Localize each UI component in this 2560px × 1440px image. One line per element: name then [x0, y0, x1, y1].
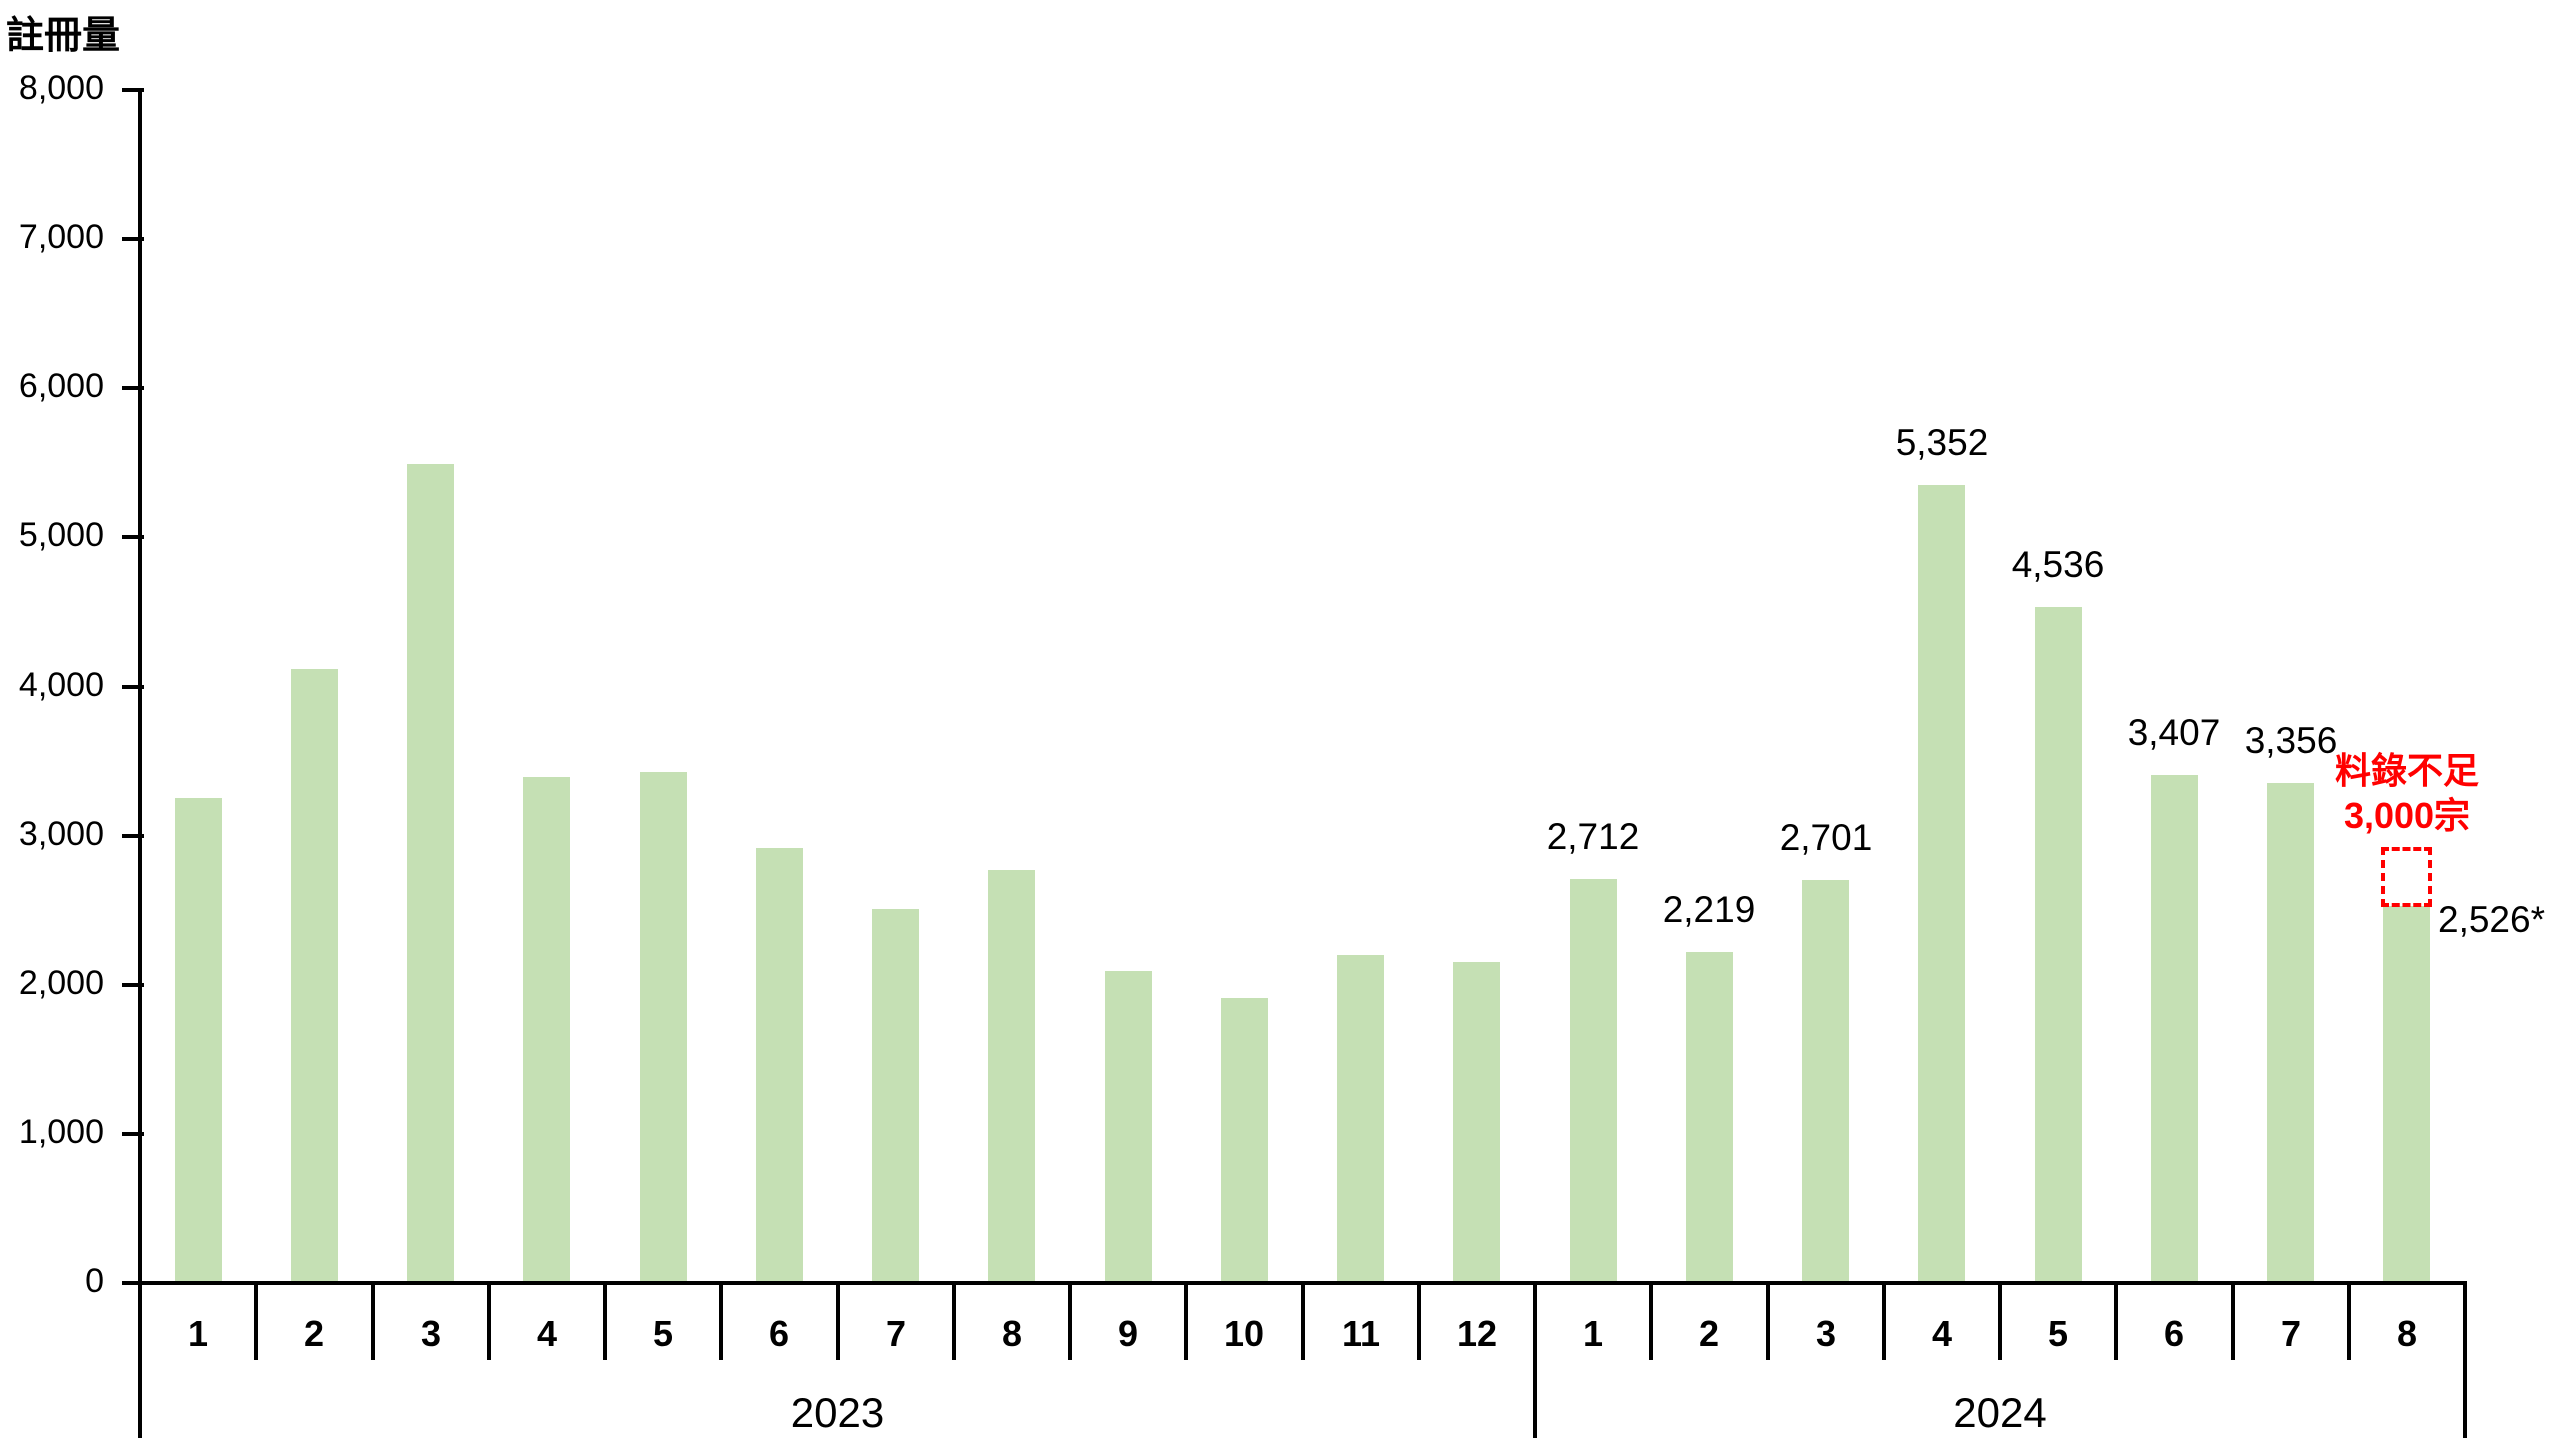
month-tick — [2347, 1283, 2351, 1360]
bar-2023-3 — [407, 464, 454, 1283]
bar-2023-7 — [872, 909, 919, 1283]
bar-2024-8 — [2383, 906, 2430, 1283]
y-tick-label: 1,000 — [18, 1113, 104, 1151]
month-tick — [1301, 1283, 1305, 1360]
month-label: 1 — [1582, 1313, 1604, 1354]
bar-2023-12 — [1453, 962, 1500, 1283]
y-tick — [122, 237, 144, 241]
month-tick — [1649, 1283, 1653, 1360]
month-label: 1 — [187, 1313, 209, 1354]
year-label: 2023 — [790, 1389, 885, 1436]
month-label: 7 — [885, 1313, 907, 1354]
year-divider — [138, 1283, 142, 1438]
month-tick — [1068, 1283, 1072, 1360]
bar-2023-1 — [175, 798, 222, 1283]
bar-2023-5 — [640, 772, 687, 1283]
month-label: 4 — [1931, 1313, 1953, 1354]
month-tick — [254, 1283, 258, 1360]
data-label: 4,536 — [2011, 544, 2105, 585]
month-label: 5 — [2047, 1313, 2069, 1354]
y-tick-label: 3,000 — [18, 815, 104, 853]
month-tick — [1766, 1283, 1770, 1360]
y-tick-label: 8,000 — [18, 69, 104, 107]
data-label: 5,352 — [1895, 422, 1989, 463]
bar-2023-6 — [756, 848, 803, 1283]
month-tick — [1184, 1283, 1188, 1360]
month-tick — [1417, 1283, 1421, 1360]
year-label: 2024 — [1953, 1389, 2047, 1436]
month-tick — [952, 1283, 956, 1360]
month-tick — [719, 1283, 723, 1360]
y-tick-label: 0 — [85, 1262, 104, 1300]
month-label: 8 — [1001, 1313, 1023, 1354]
month-tick — [371, 1283, 375, 1360]
month-tick — [1882, 1283, 1886, 1360]
month-label: 11 — [1341, 1313, 1381, 1354]
month-label: 8 — [2396, 1313, 2418, 1354]
forecast-note-line2: 3,000宗 — [2343, 795, 2471, 836]
forecast-note-line1: 料錄不足 — [2334, 750, 2479, 791]
data-label: 3,407 — [2127, 712, 2221, 753]
bar-2023-9 — [1105, 971, 1152, 1283]
year-divider — [2463, 1283, 2467, 1438]
y-tick — [122, 535, 144, 539]
month-label: 4 — [536, 1313, 558, 1354]
month-label: 3 — [1815, 1313, 1837, 1354]
bar-2023-11 — [1337, 955, 1384, 1283]
bar-2023-4 — [523, 777, 570, 1283]
y-tick-label: 6,000 — [18, 367, 104, 405]
y-tick-label: 7,000 — [18, 218, 104, 256]
data-label: 2,712 — [1546, 816, 1640, 857]
bar-2024-4 — [1918, 485, 1965, 1283]
bar-2024-3 — [1802, 880, 1849, 1283]
y-tick — [122, 983, 144, 987]
y-tick — [122, 685, 144, 689]
y-tick — [122, 834, 144, 838]
bar-2024-7 — [2267, 783, 2314, 1283]
bar-2024-2 — [1686, 952, 1733, 1283]
y-tick-label: 5,000 — [18, 516, 104, 554]
y-tick — [122, 88, 144, 92]
month-label: 7 — [2280, 1313, 2302, 1354]
bar-2024-1 — [1570, 879, 1617, 1283]
month-tick — [2231, 1283, 2235, 1360]
month-label: 6 — [2163, 1313, 2185, 1354]
month-label: 12 — [1456, 1313, 1498, 1354]
y-tick-label: 2,000 — [18, 964, 104, 1002]
month-label: 2 — [303, 1313, 325, 1354]
data-label: 2,701 — [1779, 817, 1873, 858]
forecast-dashed-box — [2381, 847, 2432, 907]
month-label: 10 — [1223, 1313, 1265, 1354]
bar-2023-2 — [291, 669, 338, 1283]
month-tick — [603, 1283, 607, 1360]
month-label: 5 — [652, 1313, 674, 1354]
month-label: 6 — [768, 1313, 790, 1354]
month-tick — [2114, 1283, 2118, 1360]
bar-2024-6 — [2151, 775, 2198, 1283]
month-label: 9 — [1117, 1313, 1139, 1354]
data-label: 2,526* — [2438, 899, 2545, 940]
y-tick-label: 4,000 — [18, 666, 104, 704]
month-tick — [487, 1283, 491, 1360]
data-label: 3,356 — [2244, 720, 2338, 761]
y-tick — [122, 386, 144, 390]
month-label: 2 — [1698, 1313, 1720, 1354]
y-tick — [122, 1132, 144, 1136]
y-axis — [138, 90, 142, 1438]
data-label: 2,219 — [1662, 889, 1756, 930]
y-tick — [122, 1281, 144, 1285]
month-tick — [836, 1283, 840, 1360]
bar-2023-10 — [1221, 998, 1268, 1283]
year-divider — [1533, 1283, 1537, 1438]
month-tick — [1998, 1283, 2002, 1360]
month-label: 3 — [420, 1313, 442, 1354]
bar-2023-8 — [988, 870, 1035, 1283]
y-axis-title: 註冊量 — [6, 15, 121, 57]
bar-2024-5 — [2035, 607, 2082, 1283]
